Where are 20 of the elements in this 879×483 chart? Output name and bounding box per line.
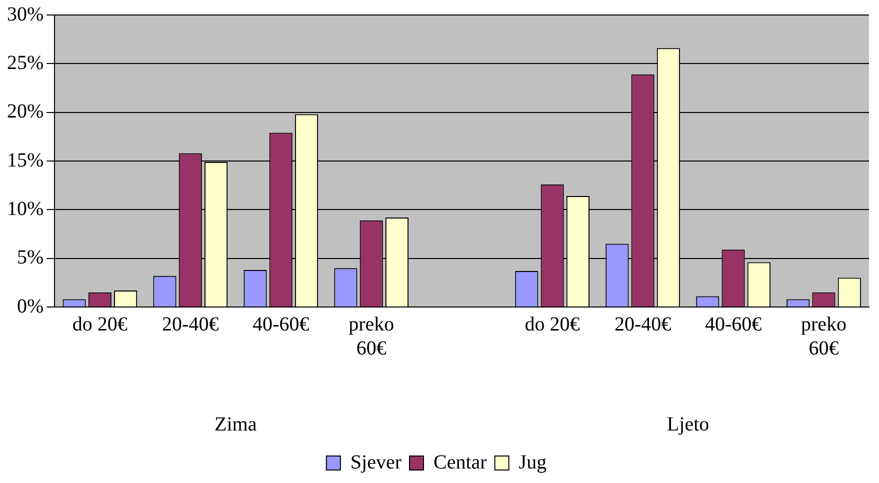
x-tick-label: preko 60€ <box>800 313 847 360</box>
x-tick-label: 20-40€ <box>162 313 219 336</box>
legend-label: Centar <box>434 451 488 474</box>
x-tick-label: do 20€ <box>524 313 580 336</box>
y-tick-label: 10% <box>6 198 44 220</box>
y-tick-label: 5% <box>16 246 44 269</box>
y-tick-label: 15% <box>6 149 44 172</box>
text: Zima <box>214 413 257 436</box>
text: Ljeto <box>666 413 710 436</box>
legend-label: Jug <box>518 451 547 474</box>
y-tick-label: 25% <box>6 52 44 74</box>
y-tick-label: 30% <box>6 3 44 26</box>
x-tick-label: 40-60€ <box>704 313 762 336</box>
x-tick-label: do 20€ <box>72 313 128 336</box>
x-tick-label: preko 60€ <box>348 313 394 360</box>
x-tick-label: 20-40€ <box>614 313 672 336</box>
legend-label: Sjever <box>350 451 402 474</box>
y-tick-label: 20% <box>6 100 44 123</box>
y-tick-label: 0% <box>16 295 44 318</box>
x-tick-label: 40-60€ <box>252 313 310 336</box>
